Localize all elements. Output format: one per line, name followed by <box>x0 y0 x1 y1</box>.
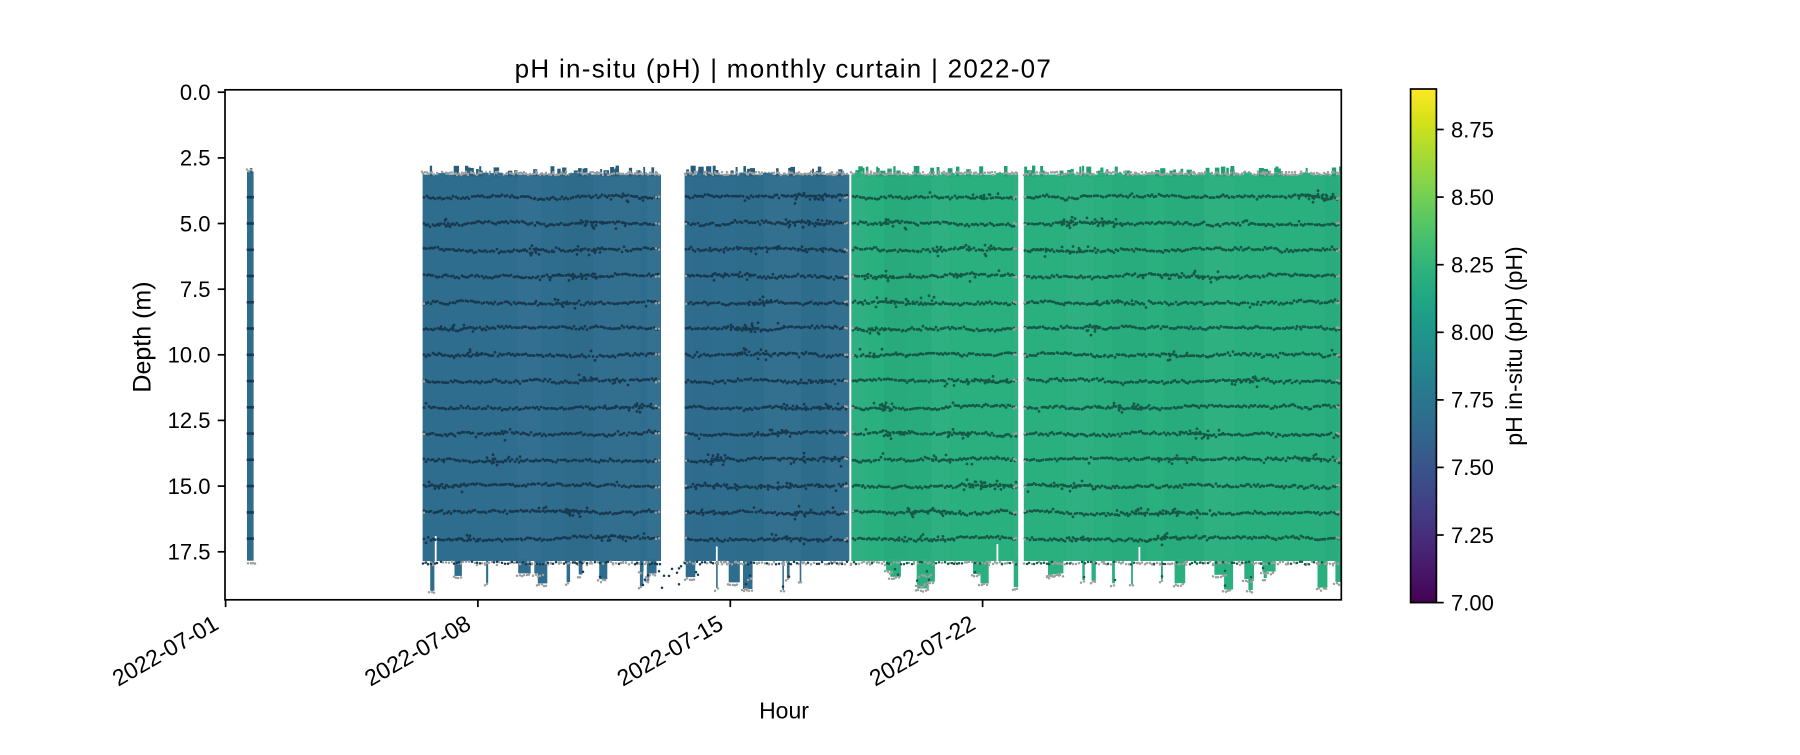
svg-text:7.00: 7.00 <box>1451 590 1494 615</box>
svg-text:8.75: 8.75 <box>1451 117 1494 142</box>
svg-text:5.0: 5.0 <box>180 211 211 236</box>
svg-text:7.75: 7.75 <box>1451 388 1494 413</box>
svg-text:pH in-situ (pH) | monthly curt: pH in-situ (pH) | monthly curtain | 2022… <box>515 54 1053 84</box>
svg-text:12.5: 12.5 <box>168 408 211 433</box>
svg-text:7.5: 7.5 <box>180 277 211 302</box>
svg-text:pH in-situ (pH) (pH): pH in-situ (pH) (pH) <box>1501 246 1527 445</box>
svg-text:0.0: 0.0 <box>180 80 211 105</box>
svg-text:8.00: 8.00 <box>1451 320 1494 345</box>
svg-text:Hour: Hour <box>759 697 809 723</box>
svg-text:2.5: 2.5 <box>180 146 211 171</box>
svg-text:Depth (m): Depth (m) <box>129 281 157 392</box>
svg-text:8.50: 8.50 <box>1451 185 1494 210</box>
svg-text:17.5: 17.5 <box>168 540 211 565</box>
svg-text:7.25: 7.25 <box>1451 523 1494 548</box>
svg-text:8.25: 8.25 <box>1451 253 1494 278</box>
svg-text:10.0: 10.0 <box>168 343 211 368</box>
svg-text:7.50: 7.50 <box>1451 455 1494 480</box>
svg-text:15.0: 15.0 <box>168 474 211 499</box>
